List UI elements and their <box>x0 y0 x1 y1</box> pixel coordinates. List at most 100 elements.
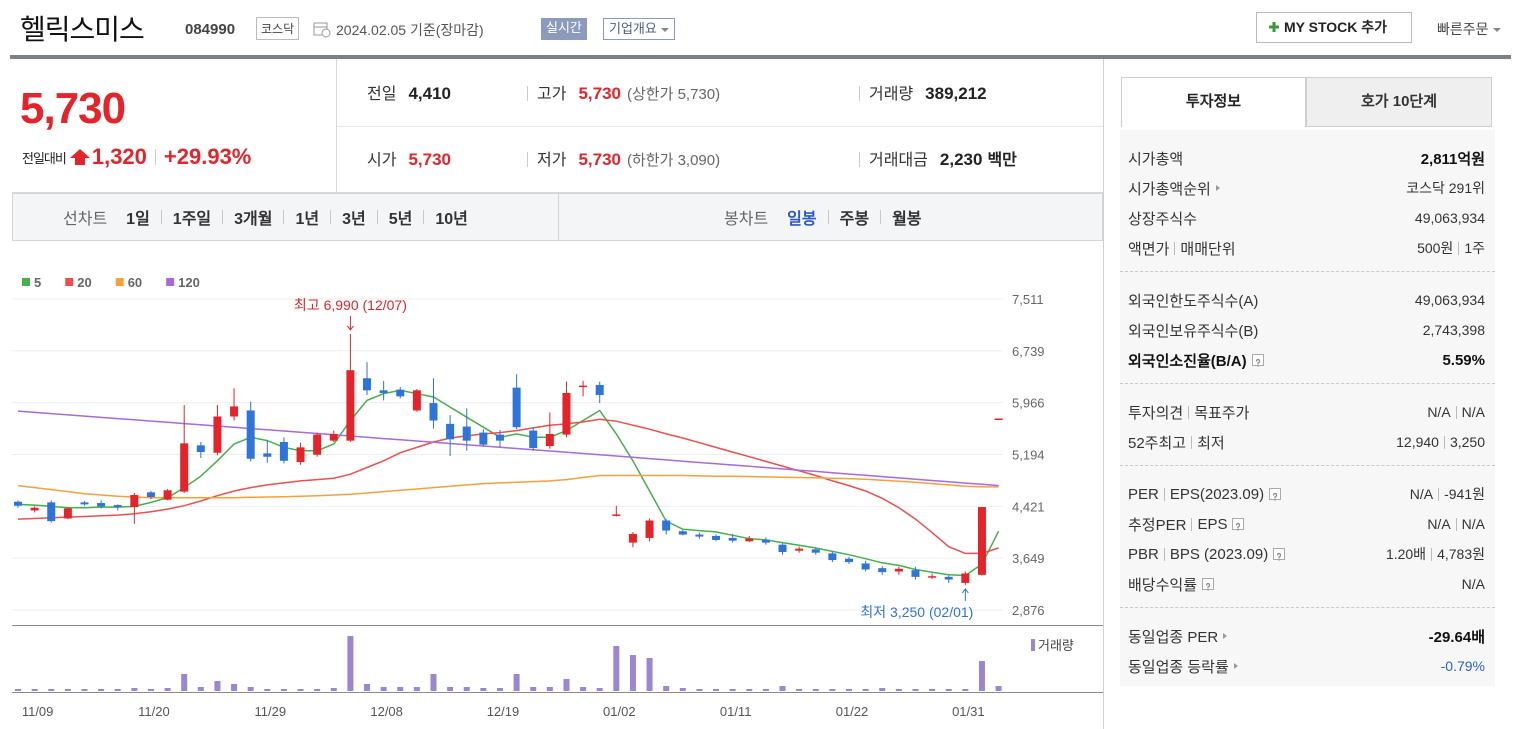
volume-bar <box>696 689 703 691</box>
info-label: 52주최고 최저 <box>1128 432 1225 453</box>
stock-name: 헬릭스미스 <box>20 14 145 45</box>
help-glyph <box>1255 358 1260 367</box>
y-tick-label: 5,194 <box>1012 447 1045 462</box>
quote-label: 저가 <box>537 152 567 169</box>
info-label: 상장주식수 <box>1128 208 1197 229</box>
info-value: -29.64배 <box>1429 626 1485 647</box>
candle-body <box>396 389 405 397</box>
quick-order[interactable]: 빠른주문 <box>1437 19 1501 39</box>
quote-value: 4,410 <box>408 84 451 103</box>
price-chart: 2,876 3,649 4,421 5,194 5,966 6,739 7,511 11/09… <box>12 275 1103 719</box>
label-text: PER <box>1128 485 1159 503</box>
candle-body <box>379 390 388 394</box>
candle-chart-options: 봉차트 일봉 주봉 월봉 <box>724 205 922 229</box>
separator <box>330 210 332 224</box>
help-icon[interactable] <box>1202 578 1215 591</box>
value-text: -941원 <box>1444 486 1485 502</box>
volume-bar <box>978 661 985 691</box>
label-text: 동일업종 PER <box>1128 628 1219 646</box>
volume-bar <box>231 684 238 691</box>
candle-option[interactable]: 일봉 <box>787 211 817 228</box>
quote-value: 5,730 <box>578 150 621 169</box>
quote-value: 389,212 <box>925 84 987 103</box>
candle-option[interactable]: 주봉 <box>839 211 870 228</box>
company-info-label: 기업개요 <box>609 21 657 36</box>
period-option[interactable]: 10년 <box>435 211 468 228</box>
candle-body <box>911 570 920 577</box>
candle-body <box>97 503 106 507</box>
plus-icon <box>1269 22 1279 32</box>
label-text: 외국인보유주식수(B) <box>1128 322 1259 340</box>
candle-body <box>263 453 272 457</box>
candle-body <box>994 418 1003 421</box>
volume-bar <box>181 674 188 691</box>
separator <box>222 210 224 224</box>
legend-swatch <box>115 278 124 286</box>
quote-cell: 거래량 389,212 <box>859 80 987 106</box>
candle-body <box>80 502 89 505</box>
company-info-button[interactable]: 기업개요 <box>603 18 675 40</box>
period-option[interactable]: 1년 <box>295 211 320 228</box>
volume-bar <box>496 688 503 691</box>
info-tab[interactable]: 투자정보 <box>1121 77 1306 127</box>
label-text: 매매단위 <box>1180 240 1236 258</box>
annotation: 최고 6,990 (12/07) <box>294 297 407 313</box>
info-row: 액면가 매매단위 500원 1주 <box>1128 233 1485 263</box>
help-icon[interactable] <box>1273 548 1286 561</box>
value-text: -29.64배 <box>1428 628 1485 646</box>
candle-option[interactable]: 월봉 <box>892 211 922 228</box>
volume-bar <box>596 688 603 691</box>
y-tick-label: 5,966 <box>1012 396 1045 411</box>
period-option[interactable]: 1주일 <box>172 211 212 228</box>
candle-body <box>545 433 554 447</box>
candle-body <box>230 406 239 417</box>
x-tick-label: 01/02 <box>603 704 636 719</box>
volume-bar <box>31 689 38 691</box>
realtime-button[interactable]: 실시간 <box>541 18 587 40</box>
volume-bar <box>812 689 819 691</box>
candle-body <box>795 548 804 551</box>
candle-body <box>811 549 820 553</box>
volume-bar <box>264 689 271 691</box>
x-tick-label: 01/22 <box>836 704 869 719</box>
period-option[interactable]: 1일 <box>126 211 150 228</box>
volume-bar <box>879 688 886 691</box>
divider <box>1103 59 1104 729</box>
quote-cell: 전일 4,410 <box>367 80 451 106</box>
candle-body <box>529 430 538 449</box>
help-icon[interactable] <box>1232 518 1245 531</box>
help-icon[interactable] <box>1269 488 1282 501</box>
info-group: 외국인한도주식수(A) 49,063,934 외국인보유주식수(B) 2,743,39… <box>1120 272 1495 384</box>
calendar-icon <box>313 22 331 38</box>
volume-bar <box>629 655 636 691</box>
info-value: 2,811억원 <box>1421 148 1485 169</box>
separator <box>376 210 378 224</box>
info-group: 투자의견 목표주가 N/A N/A 52주최고 최저 12,940 3,250 <box>1120 384 1495 466</box>
my-stock-button[interactable]: MY STOCK 추가 <box>1256 12 1412 43</box>
period-option[interactable]: 3개월 <box>234 211 273 228</box>
info-tab[interactable]: 호가 10단계 <box>1306 77 1492 127</box>
separator <box>1443 435 1445 449</box>
period-option[interactable]: 5년 <box>388 211 413 228</box>
volume-bar <box>413 687 420 691</box>
help-icon[interactable] <box>1251 354 1264 367</box>
period-label: 선차트 <box>63 211 108 228</box>
x-tick-label: 11/29 <box>255 704 287 719</box>
value-text: -0.79% <box>1440 658 1485 674</box>
info-row: 외국인소진율(B/A) 5.59% <box>1128 345 1485 375</box>
quote-value: 5,730 <box>408 150 451 169</box>
candle-body <box>778 544 787 553</box>
x-tick-label: 12/08 <box>370 704 403 719</box>
volume-bar <box>98 689 105 691</box>
period-option[interactable]: 3년 <box>342 211 366 228</box>
volume-bar <box>397 687 404 691</box>
value-text: 3,250 <box>1449 434 1485 450</box>
info-row: 배당수익률 N/A <box>1128 569 1485 599</box>
candle-body <box>828 553 837 561</box>
candle-body <box>579 385 588 388</box>
candle-body <box>479 432 488 445</box>
quote-cell: 시가 5,730 <box>367 146 451 172</box>
value-text: 코스닥 291위 <box>1406 180 1485 196</box>
label-text: BPS (2023.09) <box>1169 545 1269 563</box>
